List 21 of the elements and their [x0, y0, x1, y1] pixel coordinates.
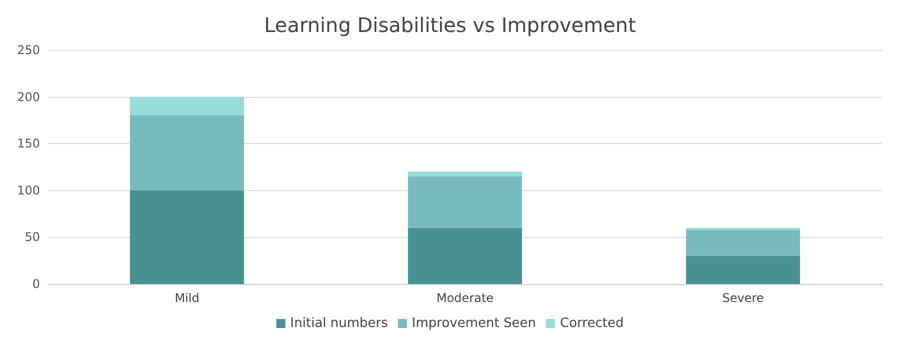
x-tick-label: Mild	[174, 291, 200, 305]
legend-label: Improvement Seen	[412, 316, 536, 331]
y-tick-label: 250	[17, 43, 40, 57]
legend-label: Initial numbers	[290, 316, 388, 331]
bar	[686, 230, 800, 256]
chart-title: Learning Disabilities vs Improvement	[264, 13, 636, 37]
x-tick-label: Moderate	[436, 291, 494, 305]
y-tick-label: 200	[17, 90, 40, 104]
y-tick-label: 0	[32, 277, 40, 291]
y-tick-label: 150	[17, 136, 40, 151]
bar	[130, 190, 244, 284]
bar	[408, 172, 522, 176]
y-tick-label: 50	[24, 230, 40, 244]
y-tick-label: 100	[17, 183, 40, 198]
bar	[130, 96, 244, 116]
bar	[408, 176, 522, 228]
bar	[130, 116, 244, 190]
bar	[686, 256, 800, 284]
x-tick-label: Severe	[722, 291, 764, 305]
legend-label: Corrected	[560, 316, 624, 331]
bar	[408, 228, 522, 284]
